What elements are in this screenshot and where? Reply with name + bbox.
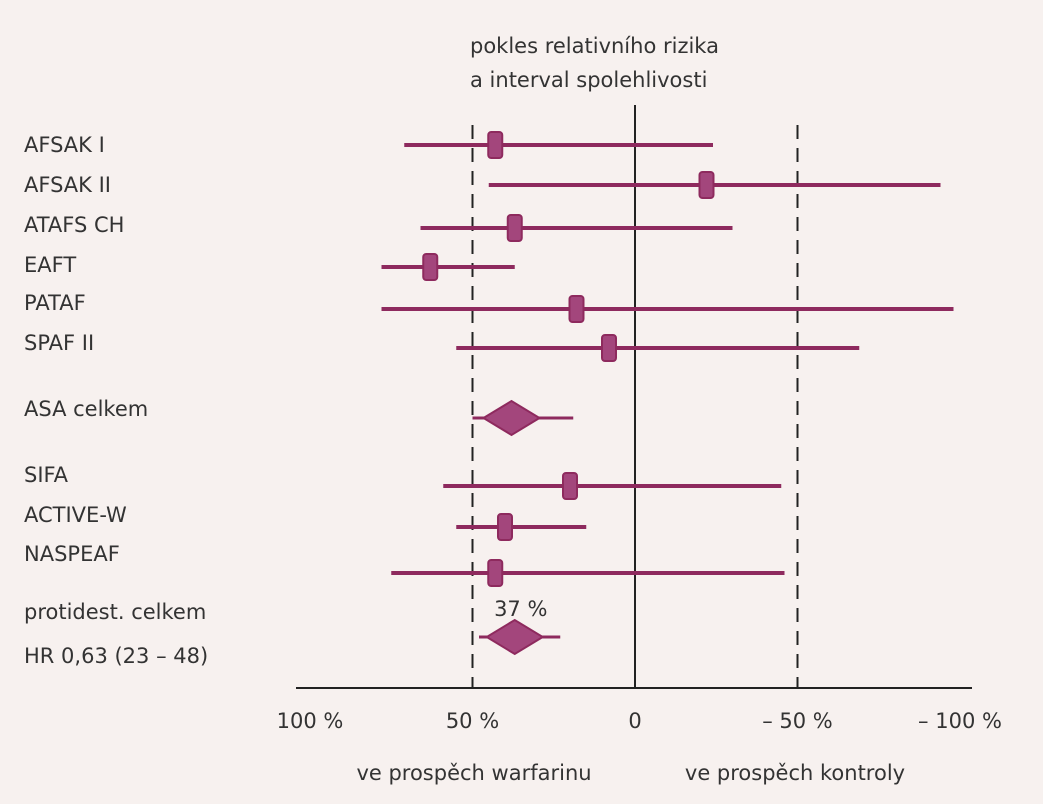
x-tick-label: 50 %	[446, 709, 499, 733]
point-estimate	[422, 253, 439, 281]
study-label: AFSAK I	[24, 133, 105, 157]
chart-title: pokles relativního rizika	[470, 34, 719, 58]
study-label: NASPEAF	[24, 542, 120, 566]
x-side-label: ve prospěch kontroly	[685, 761, 905, 785]
chart-subtitle: a interval spolehlivosti	[470, 68, 707, 92]
summary-diamond	[484, 618, 545, 656]
study-label: PATAF	[24, 291, 86, 315]
study-label: SIFA	[24, 463, 69, 487]
summary-diamond	[481, 399, 542, 437]
point-estimate	[568, 295, 585, 323]
x-tick-label: – 100 %	[918, 709, 1002, 733]
summary-label: ASA celkem	[24, 397, 148, 421]
x-side-label: ve prospěch warfarinu	[356, 761, 591, 785]
study-label: AFSAK II	[24, 173, 111, 197]
point-estimate	[497, 513, 513, 541]
point-estimate	[698, 171, 715, 199]
point-estimate	[487, 131, 504, 159]
study-label: ATAFS CH	[24, 213, 124, 237]
point-estimate	[601, 334, 617, 362]
point-estimate	[506, 214, 523, 242]
x-tick-label: 0	[628, 709, 641, 733]
study-label: ACTIVE-W	[24, 503, 127, 527]
x-tick-label: 100 %	[277, 709, 344, 733]
summary-note: HR 0,63 (23 – 48)	[24, 644, 208, 668]
point-estimate	[562, 472, 578, 500]
value-label: 37 %	[494, 597, 547, 621]
study-label: SPAF II	[24, 331, 94, 355]
x-tick-label: – 50 %	[762, 709, 833, 733]
summary-label: protidest. celkem	[24, 600, 206, 624]
point-estimate	[487, 559, 504, 587]
study-label: EAFT	[24, 253, 76, 277]
